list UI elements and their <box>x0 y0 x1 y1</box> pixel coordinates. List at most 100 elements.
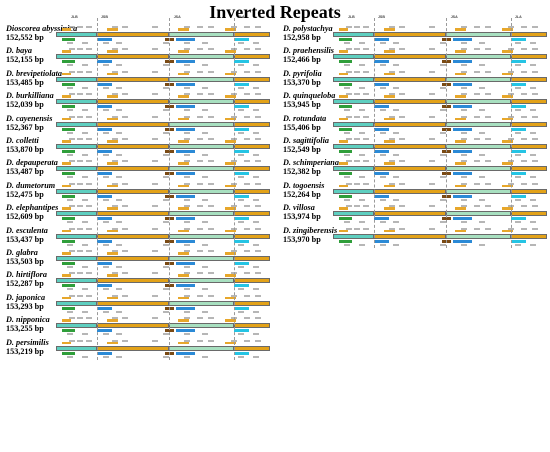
annotation-tick <box>163 310 169 313</box>
lower-gene-block <box>165 82 174 86</box>
lower-gene-block <box>165 194 174 198</box>
annotation-tick <box>529 198 536 201</box>
annotation-tick <box>201 355 208 358</box>
region-ssc <box>169 323 234 329</box>
annotation-tick <box>85 294 92 297</box>
annotation-tick <box>184 310 191 313</box>
annotation-tick <box>111 272 118 275</box>
annotation-tick <box>354 182 361 185</box>
annotation-tick <box>440 42 446 44</box>
upper-gene-block <box>107 95 119 98</box>
region-ira <box>373 188 447 194</box>
annotation-tick <box>152 26 159 28</box>
lower-gene-block <box>233 329 249 333</box>
annotation-tick <box>388 26 395 28</box>
lower-gene-block <box>175 150 196 153</box>
annotation-tick <box>201 310 208 313</box>
region-lsc <box>56 278 97 284</box>
annotation-tick <box>478 198 485 201</box>
junction-line <box>373 18 375 248</box>
annotation-tick <box>380 109 387 112</box>
upper-gene-block <box>384 72 396 76</box>
annotation-tick <box>392 42 399 44</box>
annotation-tick <box>115 288 122 291</box>
annotation-tick <box>66 42 73 44</box>
annotation-tick <box>237 109 244 112</box>
annotation-tick <box>252 221 259 224</box>
annotation-tick <box>111 138 118 140</box>
annotation-tick <box>115 333 122 336</box>
region-lsc <box>333 233 374 239</box>
genome-size: 152,609 bp <box>6 212 44 222</box>
region-lsc <box>56 188 97 194</box>
annotation-tick <box>197 272 204 275</box>
upper-gene-block <box>225 140 236 143</box>
annotation-tick <box>237 221 244 224</box>
annotation-tick <box>163 154 169 156</box>
annotation-tick <box>184 250 191 252</box>
annotation-tick <box>343 131 350 134</box>
annotation-tick <box>474 115 481 118</box>
upper-gene-block <box>225 72 236 76</box>
annotation-tick <box>81 266 88 268</box>
annotation-tick <box>461 86 468 89</box>
region-lsc <box>56 211 97 217</box>
annotation-tick <box>362 93 369 96</box>
species-name: D. persimilis <box>6 337 49 347</box>
annotation-tick <box>68 138 75 140</box>
region-irb <box>233 278 270 284</box>
genome-map <box>333 70 547 91</box>
junction-header-jla: JLA <box>514 15 522 19</box>
upper-gene-block <box>62 184 71 188</box>
annotation-tick <box>103 333 110 336</box>
annotation-tick <box>354 115 361 118</box>
junction-header-jsa: JSA <box>173 15 181 19</box>
annotation-tick <box>252 176 259 179</box>
annotation-tick <box>68 115 75 118</box>
annotation-tick <box>207 70 214 73</box>
upper-gene-block <box>454 28 466 31</box>
annotation-tick <box>244 294 251 297</box>
lower-gene-block <box>442 38 451 41</box>
annotation-tick <box>354 205 361 208</box>
annotation-tick <box>429 138 436 140</box>
annotation-tick <box>474 182 481 185</box>
annotation-tick <box>343 109 350 112</box>
annotation-tick <box>201 64 208 67</box>
lower-gene-block <box>62 82 76 86</box>
annotation-tick <box>362 138 369 140</box>
upper-gene-block <box>225 274 236 277</box>
lower-gene-block <box>452 38 473 41</box>
upper-gene-block <box>339 95 348 98</box>
annotation-tick <box>122 138 129 140</box>
lower-gene-block <box>339 105 353 109</box>
annotation-tick <box>521 115 528 118</box>
annotation-tick <box>77 205 84 208</box>
lower-gene-block <box>175 306 196 310</box>
annotation-tick <box>68 272 75 275</box>
region-ssc <box>169 54 234 60</box>
annotation-tick <box>115 243 122 246</box>
annotation-tick <box>354 138 361 140</box>
annotation-tick <box>197 250 204 252</box>
annotation-tick <box>237 176 244 179</box>
annotation-tick <box>380 64 387 67</box>
annotation-tick <box>184 109 191 112</box>
annotation-tick <box>103 221 110 224</box>
region-ssc <box>169 233 234 239</box>
lower-gene-block <box>175 105 196 109</box>
annotation-tick <box>252 86 259 89</box>
genome-size: 152,367 bp <box>6 122 44 132</box>
upper-gene-block <box>107 296 119 300</box>
lower-gene-block <box>96 60 112 64</box>
annotation-tick <box>380 176 387 179</box>
junction-header-jlb: JLB <box>70 15 78 19</box>
upper-gene-block <box>502 50 513 53</box>
annotation-tick <box>184 243 191 246</box>
annotation-tick <box>392 221 399 224</box>
upper-gene-block <box>454 140 466 143</box>
region-ssc <box>169 300 234 306</box>
annotation-tick <box>461 138 468 140</box>
annotation-tick <box>152 93 159 96</box>
annotation-tick <box>521 26 528 28</box>
